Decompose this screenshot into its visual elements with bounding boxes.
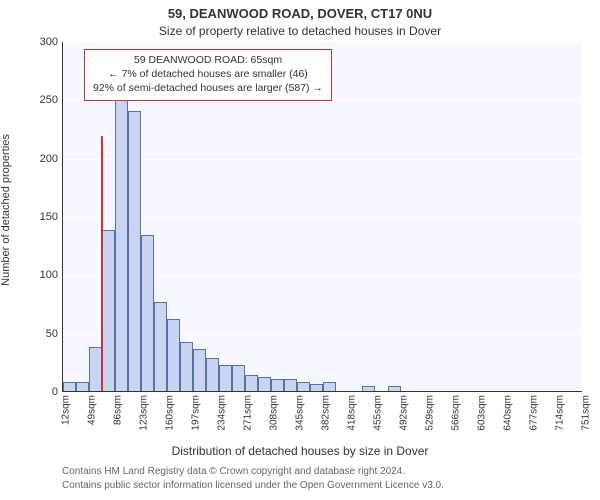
- histogram-bar: [167, 319, 180, 391]
- histogram-bar: [180, 342, 193, 391]
- callout-size: 59 DEANWOOD ROAD: 65sqm: [93, 53, 323, 67]
- x-tick-label: 529sqm: [425, 395, 436, 431]
- y-axis-label: Number of detached properties: [0, 134, 12, 286]
- x-tick-label: 492sqm: [399, 395, 410, 431]
- histogram-bar: [206, 358, 219, 391]
- histogram-bar: [115, 53, 128, 391]
- histogram-bar: [141, 235, 154, 391]
- y-tick-label: 0: [52, 386, 58, 398]
- histogram-bar: [219, 365, 232, 391]
- x-tick-label: 640sqm: [503, 395, 514, 431]
- y-tick-label: 200: [40, 153, 58, 165]
- callout-smaller: ← 7% of detached houses are smaller (46): [93, 67, 323, 81]
- chart-subtitle: Size of property relative to detached ho…: [0, 24, 600, 38]
- x-tick-label: 308sqm: [269, 395, 280, 431]
- footer-copyright: Contains HM Land Registry data © Crown c…: [62, 466, 405, 477]
- histogram-bar: [154, 302, 167, 391]
- histogram-bar: [323, 382, 336, 391]
- histogram-bar: [297, 382, 310, 391]
- y-tick-label: 50: [46, 328, 58, 340]
- histogram-bar: [271, 379, 284, 391]
- y-tick-label: 250: [40, 94, 58, 106]
- callout-larger: 92% of semi-detached houses are larger (…: [93, 81, 323, 95]
- x-tick-label: 160sqm: [165, 395, 176, 431]
- histogram-bar: [63, 382, 76, 391]
- address-title: 59, DEANWOOD ROAD, DOVER, CT17 0NU: [0, 6, 600, 21]
- histogram-bar: [193, 349, 206, 391]
- x-tick-label: 677sqm: [529, 395, 540, 431]
- property-marker: [101, 136, 103, 391]
- x-tick-label: 455sqm: [373, 395, 384, 431]
- footer-licence: Contains public sector information licen…: [62, 480, 444, 491]
- x-tick-label: 382sqm: [321, 395, 332, 431]
- histogram-bar: [102, 230, 115, 391]
- x-tick-label: 86sqm: [113, 395, 124, 425]
- y-tick-label: 300: [40, 36, 58, 48]
- y-tick-label: 100: [40, 269, 58, 281]
- histogram-bar: [284, 379, 297, 391]
- x-tick-label: 49sqm: [87, 395, 98, 425]
- x-tick-label: 566sqm: [451, 395, 462, 431]
- x-tick-label: 418sqm: [347, 395, 358, 431]
- x-tick-label: 234sqm: [217, 395, 228, 431]
- x-tick-label: 123sqm: [139, 395, 150, 431]
- x-tick-label: 197sqm: [191, 395, 202, 431]
- histogram-bar: [362, 386, 375, 391]
- histogram-bar: [258, 377, 271, 391]
- callout-box: 59 DEANWOOD ROAD: 65sqm ← 7% of detached…: [84, 49, 332, 101]
- histogram-bar: [310, 384, 323, 391]
- gridline: [63, 42, 582, 43]
- x-tick-label: 345sqm: [295, 395, 306, 431]
- x-tick-label: 603sqm: [477, 395, 488, 431]
- x-axis-label: Distribution of detached houses by size …: [0, 444, 600, 458]
- histogram-bar: [128, 111, 141, 391]
- x-tick-label: 714sqm: [555, 395, 566, 431]
- x-tick-label: 271sqm: [243, 395, 254, 431]
- histogram-bar: [388, 386, 401, 391]
- histogram-bar: [232, 365, 245, 391]
- x-tick-label: 12sqm: [61, 395, 72, 425]
- y-tick-label: 150: [40, 211, 58, 223]
- x-tick-label: 751sqm: [581, 395, 592, 431]
- histogram-bar: [76, 382, 89, 391]
- histogram-bar: [245, 375, 258, 391]
